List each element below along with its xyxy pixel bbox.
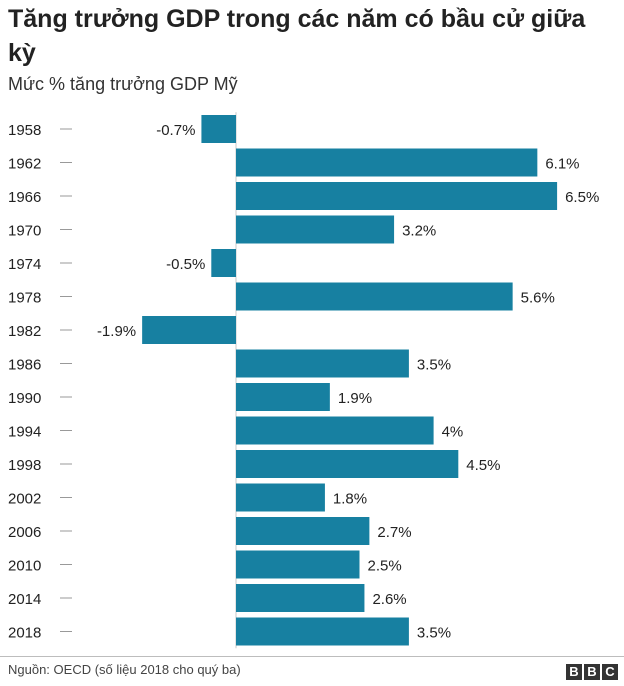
bar <box>236 182 558 210</box>
category-label: 1990 <box>8 390 41 407</box>
bar <box>236 550 360 579</box>
bar <box>236 148 538 177</box>
category-label: 1970 <box>8 223 41 240</box>
value-label: 4.5% <box>466 457 500 474</box>
value-label: 3.5% <box>417 625 451 642</box>
value-label: 6.5% <box>565 189 599 206</box>
bar <box>236 517 370 545</box>
category-label: 1994 <box>8 424 41 441</box>
bar <box>236 584 365 612</box>
category-label: 1986 <box>8 357 41 374</box>
chart-subtitle: Mức % tăng trưởng GDP Mỹ <box>8 74 238 94</box>
category-label: 2014 <box>8 591 41 608</box>
value-label: 6.1% <box>545 156 579 173</box>
source-note: Nguồn: OECD (số liệu 2018 cho quý ba) <box>8 662 241 677</box>
value-label: 3.5% <box>417 357 451 374</box>
chart-title: Tăng trưởng GDP trong các năm có bầu cử … <box>8 5 586 67</box>
bar <box>236 416 434 445</box>
bar <box>236 450 459 478</box>
logo-letter: C <box>602 664 618 680</box>
category-label: 1966 <box>8 189 41 206</box>
bar <box>236 617 409 646</box>
bar <box>201 115 236 143</box>
value-label: -0.7% <box>156 122 195 139</box>
bar <box>236 215 395 244</box>
category-label: 1958 <box>8 122 41 139</box>
category-label: 1978 <box>8 290 41 307</box>
category-label: 2002 <box>8 491 41 508</box>
category-label: 2010 <box>8 558 41 575</box>
bar <box>236 383 330 411</box>
bar-chart: 1958 -0.7% 1962 6.1% 1966 6.5% 1970 3.2% 1974 -0.… <box>8 112 599 649</box>
logo-letter: B <box>584 664 600 680</box>
value-label: 3.2% <box>402 223 436 240</box>
category-label: 2006 <box>8 524 41 541</box>
bar <box>236 483 325 512</box>
bar <box>236 282 513 311</box>
footer-divider <box>0 656 624 657</box>
value-label: 5.6% <box>521 290 555 307</box>
value-label: 4% <box>442 424 464 441</box>
bar <box>236 349 409 378</box>
value-label: 2.5% <box>368 558 402 575</box>
category-label: 2018 <box>8 625 41 642</box>
bar <box>142 316 236 344</box>
category-label: 1962 <box>8 156 41 173</box>
value-label: 1.8% <box>333 491 367 508</box>
category-label: 1982 <box>8 323 41 340</box>
category-label: 1998 <box>8 457 41 474</box>
value-label: -0.5% <box>166 256 205 273</box>
bar <box>211 249 236 277</box>
value-label: 1.9% <box>338 390 372 407</box>
value-label: -1.9% <box>97 323 136 340</box>
category-label: 1974 <box>8 256 41 273</box>
bbc-logo: B B C <box>566 664 618 680</box>
logo-letter: B <box>566 664 582 680</box>
value-label: 2.7% <box>377 524 411 541</box>
value-label: 2.6% <box>372 591 406 608</box>
